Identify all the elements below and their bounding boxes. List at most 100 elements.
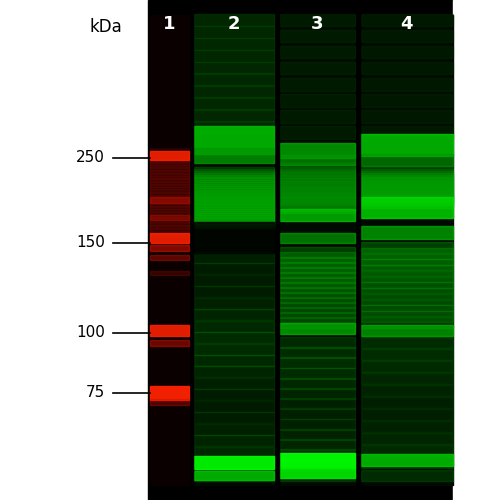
Bar <box>194 470 274 480</box>
Bar <box>361 177 452 188</box>
Bar <box>150 214 189 223</box>
Bar <box>361 134 452 156</box>
Bar <box>361 282 452 294</box>
Bar <box>280 408 355 420</box>
Bar <box>150 206 189 215</box>
Bar <box>194 378 274 389</box>
Bar <box>361 294 452 305</box>
Bar <box>361 62 452 74</box>
Bar <box>280 195 355 206</box>
Bar <box>280 368 355 378</box>
Bar <box>452 0 500 500</box>
Bar <box>150 220 189 228</box>
Bar <box>150 184 189 193</box>
Bar <box>150 181 189 190</box>
Bar <box>361 446 452 456</box>
Bar <box>280 181 355 192</box>
Bar <box>194 355 274 366</box>
Bar <box>280 252 355 263</box>
Bar <box>194 186 274 196</box>
Bar <box>150 156 189 166</box>
Bar <box>361 434 452 444</box>
Bar <box>280 186 355 196</box>
Bar <box>150 151 189 160</box>
Bar <box>280 169 355 180</box>
Bar <box>361 248 452 259</box>
Bar <box>194 202 274 213</box>
Bar <box>194 446 274 458</box>
Bar <box>150 178 189 188</box>
Bar <box>194 435 274 446</box>
Bar <box>150 340 189 345</box>
Bar <box>194 176 274 186</box>
Bar <box>194 14 274 26</box>
Bar <box>194 366 274 378</box>
Bar <box>361 470 452 480</box>
Bar <box>194 188 274 199</box>
Bar <box>361 78 452 90</box>
Bar <box>150 398 189 404</box>
Bar <box>194 206 274 218</box>
Bar <box>280 277 355 288</box>
Text: 100: 100 <box>76 325 105 340</box>
Bar <box>361 324 452 336</box>
Bar <box>194 298 274 309</box>
Bar <box>150 203 189 212</box>
Bar <box>280 15 355 485</box>
Bar <box>361 171 452 182</box>
Bar <box>194 401 274 412</box>
Bar <box>361 385 452 396</box>
Bar <box>150 197 189 203</box>
Bar <box>150 148 189 157</box>
Bar <box>361 373 452 384</box>
Bar <box>361 94 452 106</box>
Bar <box>150 150 189 160</box>
Bar <box>361 271 452 282</box>
Bar <box>280 460 355 470</box>
Bar <box>361 191 452 202</box>
Text: 3: 3 <box>311 15 324 33</box>
Bar <box>361 198 452 218</box>
Bar <box>280 347 355 358</box>
Bar <box>150 232 189 242</box>
Bar <box>361 126 452 138</box>
Bar <box>280 183 355 194</box>
Bar <box>361 197 452 208</box>
Bar <box>194 184 274 194</box>
Bar <box>280 398 355 409</box>
Bar <box>194 50 274 62</box>
Bar <box>280 302 355 313</box>
Bar <box>150 222 189 232</box>
Bar <box>194 412 274 424</box>
Bar <box>194 86 274 98</box>
Bar <box>361 154 452 166</box>
Bar <box>280 188 355 199</box>
Bar <box>361 179 452 190</box>
Bar <box>361 349 452 360</box>
Bar <box>280 388 355 399</box>
Bar <box>361 288 452 299</box>
Bar <box>280 30 355 42</box>
Bar <box>280 110 355 122</box>
Bar <box>280 232 355 242</box>
Bar <box>194 309 274 320</box>
Bar <box>280 297 355 308</box>
Bar <box>280 78 355 90</box>
Bar <box>194 252 274 263</box>
Bar <box>280 176 355 187</box>
Bar <box>194 169 274 180</box>
Bar <box>280 449 355 460</box>
Bar <box>194 62 274 74</box>
Bar <box>280 307 355 318</box>
Bar <box>280 172 355 182</box>
Bar <box>361 173 452 184</box>
Bar <box>150 208 189 218</box>
Bar <box>280 166 355 177</box>
Bar <box>280 452 355 468</box>
Bar <box>194 344 274 354</box>
Bar <box>361 361 452 372</box>
Bar <box>194 211 274 222</box>
Bar <box>280 62 355 74</box>
Text: 1: 1 <box>163 15 175 33</box>
Bar <box>361 265 452 276</box>
